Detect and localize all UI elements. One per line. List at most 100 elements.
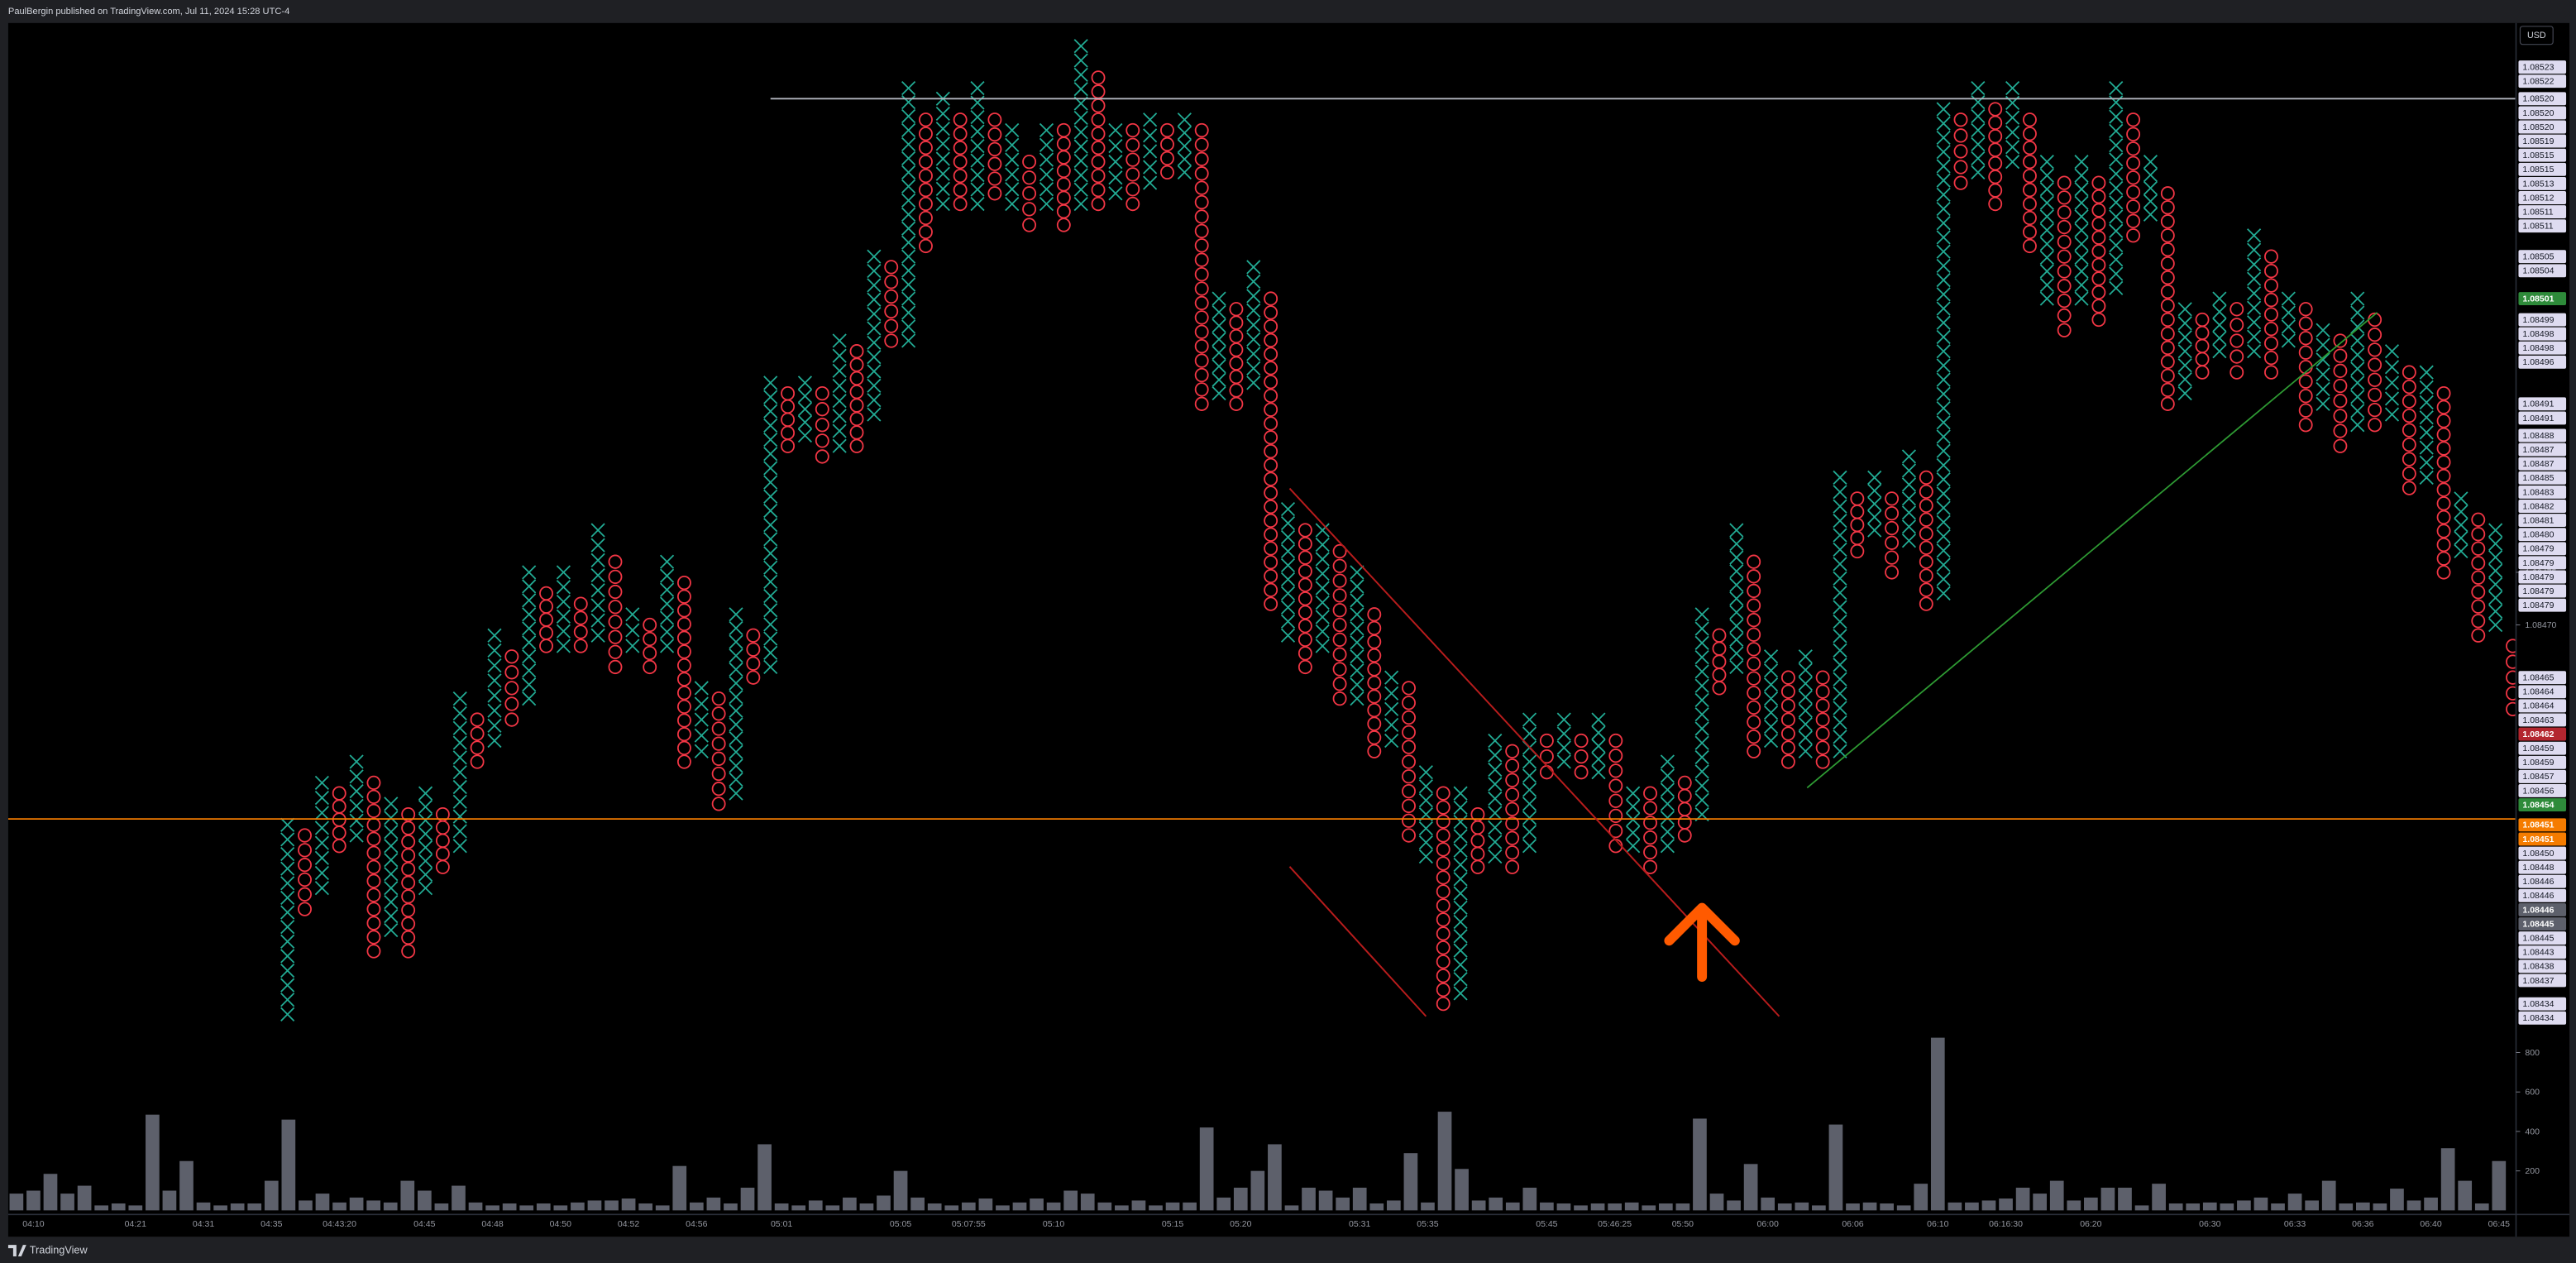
- o-box: [884, 304, 899, 318]
- x-box: [1522, 712, 1537, 727]
- price-marker-label: 1.08505: [2522, 252, 2554, 262]
- x-box: [1833, 701, 1847, 715]
- x-tick-label: 05:46:25: [1598, 1219, 1632, 1229]
- footer-text: TradingView: [30, 1243, 88, 1256]
- o-box: [1194, 223, 1209, 239]
- x-box: [2247, 300, 2262, 315]
- x-box: [2039, 277, 2054, 293]
- o-box: [1608, 823, 1623, 839]
- x-box: [384, 881, 399, 896]
- x-tick-label: 06:40: [2420, 1219, 2441, 1229]
- x-tick-label: 05:31: [1349, 1219, 1370, 1229]
- x-box: [901, 80, 916, 96]
- x-box: [2247, 242, 2262, 257]
- volume-bar: [706, 1197, 721, 1211]
- x-box: [2074, 168, 2089, 183]
- o-box: [2264, 336, 2278, 351]
- x-box: [1936, 258, 1951, 273]
- x-column: [1143, 112, 1158, 190]
- x-box: [349, 769, 364, 784]
- volume-bar: [1709, 1194, 1724, 1211]
- x-box: [2281, 333, 2296, 348]
- x-column: [1729, 523, 1744, 675]
- volume-bar: [1914, 1184, 1928, 1211]
- x-box: [1212, 304, 1226, 320]
- x-box: [935, 181, 950, 196]
- x-box: [1073, 39, 1088, 54]
- o-box: [1608, 808, 1623, 824]
- o-box: [1953, 175, 1968, 190]
- o-box: [711, 766, 726, 782]
- x-box: [763, 418, 778, 433]
- x-box: [590, 538, 605, 553]
- x-box: [1350, 607, 1364, 622]
- o-box: [1332, 543, 1347, 559]
- x-box: [901, 319, 916, 334]
- x-box: [729, 620, 743, 636]
- o-box: [366, 775, 381, 791]
- o-column: [1677, 775, 1692, 843]
- volume-bar: [724, 1203, 738, 1211]
- o-box: [2298, 316, 2313, 331]
- o-box: [539, 639, 553, 653]
- o-box: [1298, 523, 1312, 538]
- x-box: [1350, 621, 1364, 636]
- x-box: [1212, 332, 1226, 347]
- x-box: [1384, 686, 1399, 701]
- o-box: [298, 902, 312, 916]
- o-box: [1747, 656, 1761, 672]
- x-column: [1384, 670, 1399, 749]
- x-column: [487, 628, 502, 749]
- x-box: [763, 546, 778, 561]
- o-box: [401, 930, 416, 945]
- o-box: [1780, 754, 1795, 769]
- o-box: [2091, 203, 2106, 218]
- o-box: [1160, 122, 1174, 138]
- volume-bar: [1812, 1205, 1826, 1211]
- o-column: [849, 344, 864, 453]
- x-box: [2281, 305, 2296, 320]
- o-box: [2333, 348, 2348, 363]
- o-column: [815, 385, 829, 464]
- x-box: [1246, 347, 1261, 361]
- o-box: [2195, 365, 2210, 380]
- o-box: [2160, 382, 2175, 398]
- x-column: [1833, 470, 1847, 758]
- volume-bar: [605, 1200, 619, 1211]
- volume-bar: [1080, 1194, 1095, 1211]
- x-column: [867, 249, 882, 422]
- volume-bar: [877, 1195, 891, 1211]
- x-box: [522, 621, 537, 636]
- x-box: [2039, 155, 2054, 170]
- x-box: [2350, 319, 2365, 334]
- x-box: [1039, 182, 1054, 197]
- x-box: [1488, 733, 1503, 749]
- volume-bar: [961, 1202, 976, 1211]
- x-box: [1833, 485, 1847, 500]
- x-box: [1280, 529, 1296, 545]
- volume-bar: [689, 1202, 704, 1211]
- price-marker-label: 1.08482: [2522, 501, 2554, 511]
- price-marker: [2518, 798, 2567, 812]
- o-box: [884, 275, 899, 289]
- o-box: [1747, 554, 1761, 569]
- o-box: [573, 610, 588, 625]
- x-column: [1936, 102, 1951, 600]
- x-box: [901, 235, 916, 250]
- x-box: [2005, 125, 2020, 140]
- x-box: [2039, 222, 2054, 237]
- x-box: [1488, 748, 1503, 763]
- o-box: [1505, 830, 1520, 845]
- o-box: [1780, 712, 1795, 727]
- x-box: [1488, 791, 1503, 806]
- o-box: [1436, 983, 1450, 997]
- o-box: [1436, 954, 1450, 969]
- x-column: [2488, 523, 2503, 633]
- o-box: [1919, 540, 1933, 555]
- price-marker-label: 1.08511: [2522, 207, 2553, 217]
- volume-bar: [1352, 1187, 1367, 1211]
- o-column: [2023, 112, 2037, 254]
- o-box: [1436, 940, 1450, 955]
- o-box: [2436, 399, 2451, 414]
- x-box: [2316, 337, 2330, 352]
